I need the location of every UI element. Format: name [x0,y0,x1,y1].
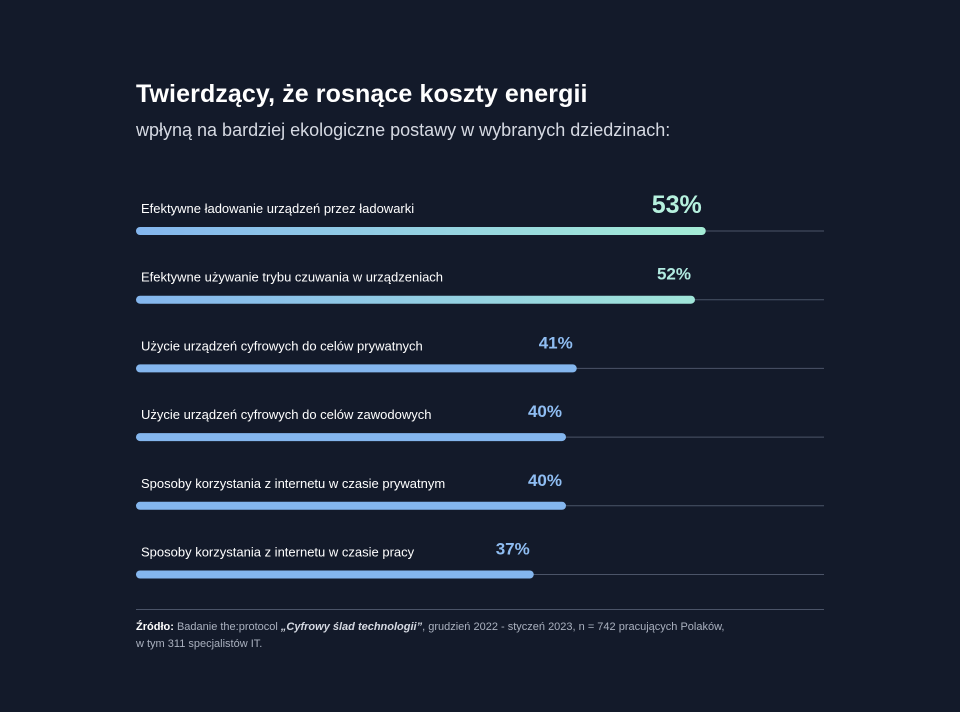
source-study-name: „Cyfrowy ślad technologii” [280,621,423,633]
bar [136,295,695,304]
value-label: 37% [496,540,530,559]
value-label: 52% [657,265,691,284]
category-label: Sposoby korzystania z internetu w czasie… [141,476,445,491]
chart-subtitle: wpłyną na bardziej ekologiczne postawy w… [136,120,671,140]
chart-title: Twierdzący, że rosnące koszty energii [136,80,588,108]
value-label: 53% [652,191,702,219]
source-text-after: , grudzień 2022 - styczeń 2023, n = 742 … [422,621,725,633]
category-label: Sposoby korzystania z internetu w czasie… [141,545,415,560]
footer-divider [136,609,824,610]
value-label: 41% [539,333,573,352]
bar [136,364,577,373]
bar [136,433,566,442]
source-label: Źródło: [136,621,174,633]
category-label: Użycie urządzeń cyfrowych do celów zawod… [141,407,431,422]
bar [136,501,566,510]
value-label: 40% [528,471,562,490]
source-line-2: w tym 311 specjalistów IT. [136,638,263,650]
value-label: 40% [528,402,562,421]
category-label: Efektywne używanie trybu czuwania w urzą… [141,270,443,285]
source-note: Źródło: Badanie the:protocol „Cyfrowy śl… [136,619,776,653]
category-label: Użycie urządzeń cyfrowych do celów prywa… [141,338,423,353]
bar [136,570,534,579]
bar [136,227,706,235]
source-text-before: Badanie the:protocol [173,621,281,633]
category-label: Efektywne ładowanie urządzeń przez ładow… [141,201,414,216]
